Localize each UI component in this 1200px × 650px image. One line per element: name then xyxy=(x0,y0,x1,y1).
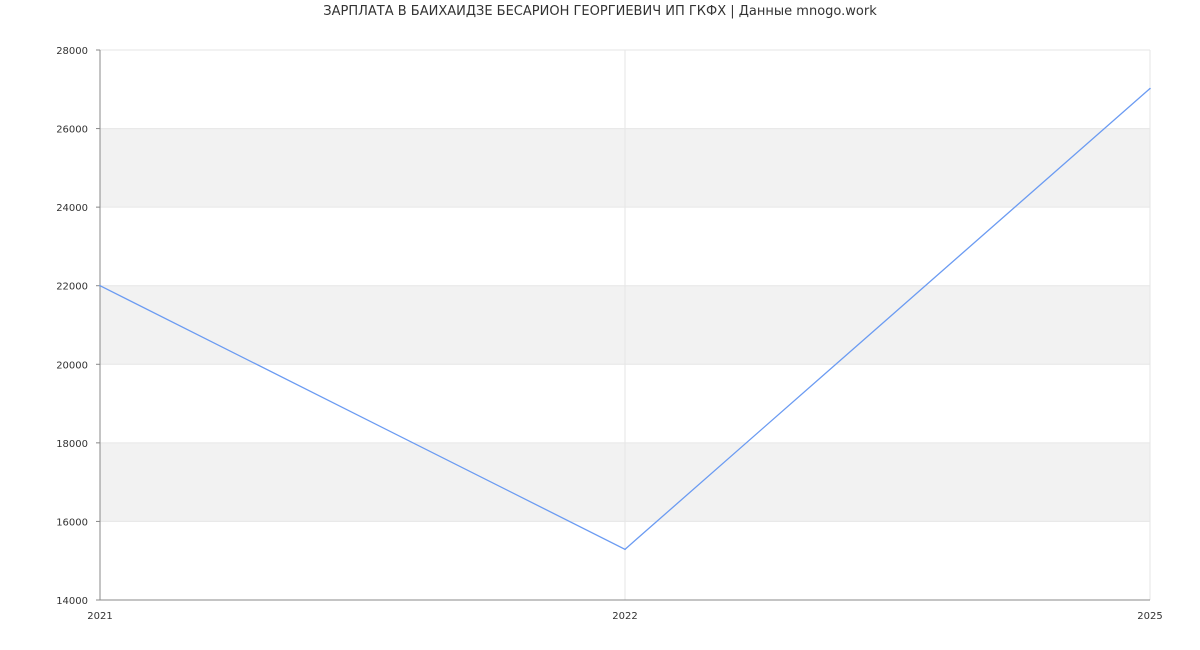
y-tick-label: 18000 xyxy=(56,439,88,450)
data-point xyxy=(624,548,626,551)
y-tick-label: 28000 xyxy=(56,46,88,57)
data-point xyxy=(99,284,101,287)
y-tick-label: 16000 xyxy=(56,517,88,528)
y-tick-label: 20000 xyxy=(56,360,88,371)
y-tick-label: 26000 xyxy=(56,125,88,136)
y-tick-label: 14000 xyxy=(56,596,88,607)
data-point xyxy=(1149,87,1151,90)
y-tick-label: 22000 xyxy=(56,282,88,293)
x-tick-label: 2025 xyxy=(1137,611,1162,622)
chart-title: ЗАРПЛАТА В БАИХАИДЗЕ БЕСАРИОН ГЕОРГИЕВИЧ… xyxy=(323,4,877,19)
x-tick-label: 2022 xyxy=(612,611,637,622)
y-tick-label: 24000 xyxy=(56,203,88,214)
x-tick-label: 2021 xyxy=(87,611,112,622)
